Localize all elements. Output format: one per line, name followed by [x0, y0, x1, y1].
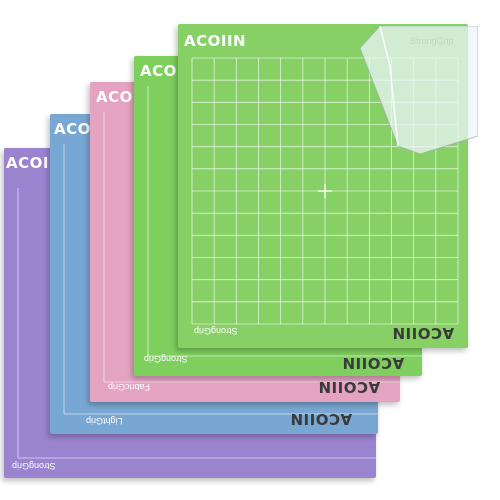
pink-mat-logo-rotated: ACOIIN [318, 378, 381, 396]
green-back-mat-grip-label: StrongGrip [144, 354, 188, 364]
green-back-mat-grid [147, 86, 422, 357]
blue-mat-grip-label: LightGrip [86, 416, 123, 426]
green-back-mat-logo-rotated: ACOIIN [342, 354, 405, 372]
green-front-mat-grip-label-rotated: StrongGrip [194, 326, 238, 336]
pink-mat-grip-label: FabricGrip [108, 382, 151, 392]
purple-mat-grip-label: StrongGrip [12, 461, 56, 471]
blue-mat-logo-rotated: ACOIIN [290, 410, 353, 428]
green-front-mat-logo-rotated: ACOIIN [392, 324, 455, 342]
green-front-mat-logo: ACOIIN [184, 32, 247, 50]
protective-film [360, 26, 478, 154]
purple-mat-grid [17, 188, 376, 459]
pink-mat-grid [103, 112, 400, 383]
blue-mat-grid [63, 144, 378, 415]
